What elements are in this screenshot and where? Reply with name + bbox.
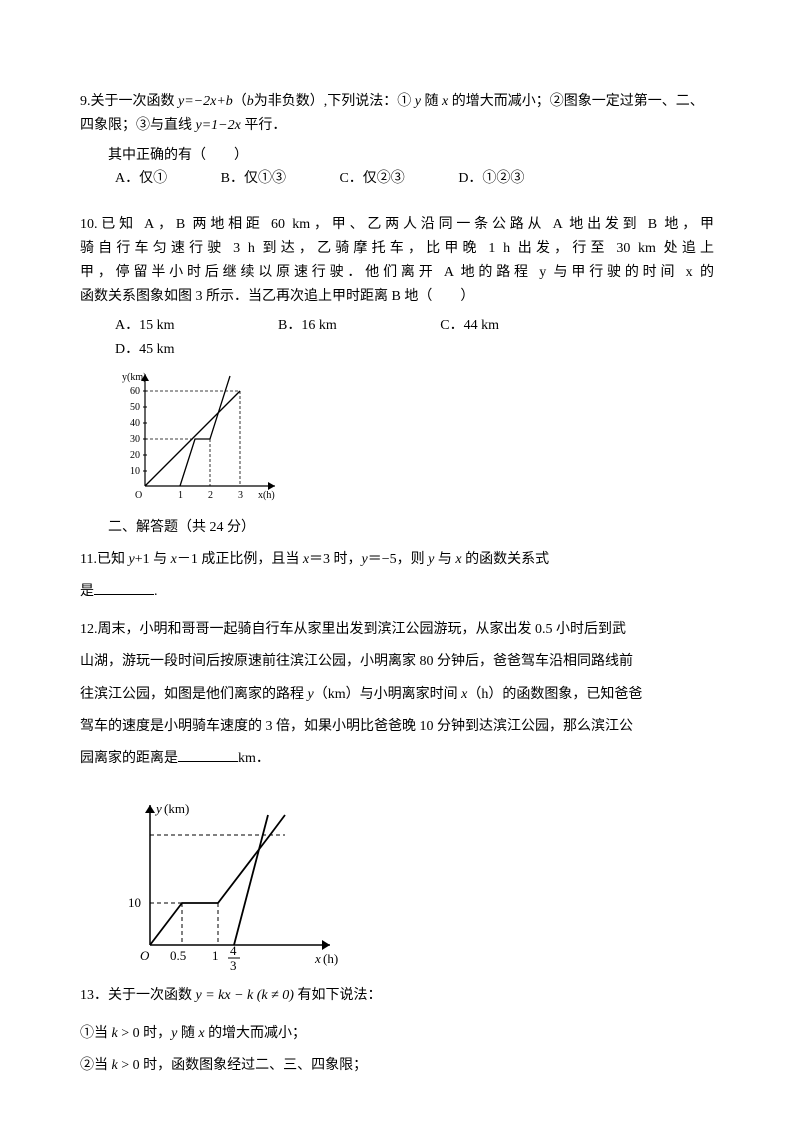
q11-l: 的函数关系式 — [462, 552, 550, 567]
svg-text:O: O — [135, 490, 142, 501]
q9-opt-d: D．①②③ — [458, 167, 524, 191]
q9-options: A．仅① B．仅①③ C．仅②③ D．①②③ — [80, 167, 714, 191]
q10-l3: 甲，停留半小时后继续以原速行驶．他们离开 A 地的路程 y 与甲行驶的时间 x … — [80, 261, 714, 285]
svg-text:30: 30 — [130, 434, 140, 445]
q11-h: ＝−5，则 — [368, 552, 428, 567]
q11-ta: 11.已知 — [80, 552, 128, 567]
q9-opt-b: B．仅①③ — [221, 167, 286, 191]
q9-opt-a: A．仅① — [115, 167, 167, 191]
question-10: 10.已知 A，B 两地相距 60 km，甲、乙两人沿同一条公路从 A 地出发到… — [80, 213, 714, 308]
q13-s2: ②当 k > 0 时，函数图象经过二、三、四象限； — [80, 1050, 714, 1082]
q13-eq: y = kx − k (k ≠ 0) — [196, 988, 294, 1003]
q10-opt-a: A．15 km — [115, 314, 175, 338]
q12-l4: 驾车的速度是小明骑车速度的 3 倍，如果小明比爸爸晚 10 分钟到达滨江公园，那… — [80, 711, 714, 743]
q11-blank — [94, 580, 154, 595]
question-11: 11.已知 y+1 与 x－1 成正比例，且当 x＝3 时，y＝−5，则 y 与… — [80, 544, 714, 608]
q12-l2: 山湖，游玩一段时间后按原速前往滨江公园，小明离家 80 分钟后，爸爸驾车沿相同路… — [80, 646, 714, 678]
svg-text:y: y — [154, 801, 162, 816]
svg-text:O: O — [140, 948, 150, 963]
q13-s1d: 的增大而减小； — [205, 1026, 307, 1041]
q10-l2: 骑自行车匀速行驶 3 h 到达，乙骑摩托车，比甲晚 1 h 出发，行至 30 k… — [80, 237, 714, 261]
q9-tc: 为非负数）,下列说法：① — [254, 94, 415, 109]
svg-text:1: 1 — [212, 948, 219, 963]
q13-s1b: > 0 时， — [118, 1026, 171, 1041]
q10-chart: y(km) 60 50 40 30 20 10 O 1 2 3 x(h) — [110, 366, 714, 506]
q10-opt-d: D．45 km — [115, 338, 175, 362]
q12-l5: 园离家的距离是 km． — [80, 743, 714, 775]
q10-opt-c: C．44 km — [440, 314, 499, 338]
q10-options: A．15 km B．16 km C．44 km D．45 km — [80, 314, 714, 362]
q12-l3: 往滨江公园，如图是他们离家的路程 y（km）与小明离家时间 x（h）的函数图象，… — [80, 679, 714, 711]
q9-b: b — [247, 94, 254, 109]
svg-text:x(h): x(h) — [258, 490, 275, 501]
question-9: 9.关于一次函数 y=−2x+b（b为非负数）,下列说法：① y 随 x 的增大… — [80, 90, 714, 138]
q9-eq1: y=−2x+b — [178, 94, 233, 109]
svg-text:10: 10 — [130, 466, 140, 477]
svg-text:10: 10 — [128, 895, 141, 910]
q12-l3c: （h）的函数图象，已知爸爸 — [467, 687, 642, 702]
svg-text:3: 3 — [238, 490, 243, 501]
q9-text: 9.关于一次函数 — [80, 94, 178, 109]
q9-opt-c: C．仅②③ — [339, 167, 404, 191]
svg-text:60: 60 — [130, 386, 140, 397]
q12-l5a: 园离家的距离是 — [80, 751, 178, 766]
q12-l3a: 往滨江公园，如图是他们离家的路程 — [80, 687, 308, 702]
svg-text:y(km): y(km) — [122, 372, 146, 383]
q11-tc: . — [154, 584, 158, 599]
q12-l1: 12.周末，小明和哥哥一起骑自行车从家里出发到滨江公园游玩，从家出发 0.5 小… — [80, 614, 714, 646]
svg-text:20: 20 — [130, 450, 140, 461]
q13-s1c: 随 — [177, 1026, 198, 1041]
svg-text:3: 3 — [230, 958, 237, 970]
question-13: 13．关于一次函数 y = kx − k (k ≠ 0) 有如下说法： — [80, 980, 714, 1012]
q11-d: －1 成正比例，且当 — [177, 552, 303, 567]
svg-text:40: 40 — [130, 418, 140, 429]
q12-l5b: km． — [238, 751, 270, 766]
svg-text:(km): (km) — [164, 801, 189, 816]
q13-s2b: > 0 时，函数图象经过二、三、四象限； — [118, 1058, 367, 1073]
q12-l3b: （km）与小明离家时间 — [314, 687, 461, 702]
q12-blank — [178, 747, 238, 762]
question-12: 12.周末，小明和哥哥一起骑自行车从家里出发到滨江公园游玩，从家出发 0.5 小… — [80, 614, 714, 775]
q10-opt-b: B．16 km — [278, 314, 337, 338]
q9-prompt: 其中正确的有（ ） — [80, 144, 714, 168]
q9-td: 随 — [421, 94, 442, 109]
q10-l1: 10.已知 A，B 两地相距 60 km，甲、乙两人沿同一条公路从 A 地出发到… — [80, 213, 714, 237]
section-2-title: 二、解答题（共 24 分） — [80, 516, 714, 540]
q9-tf: 平行． — [241, 118, 287, 133]
q13-tb: 有如下说法： — [294, 988, 382, 1003]
q13-ta: 13．关于一次函数 — [80, 988, 196, 1003]
q13-s2a: ②当 — [80, 1058, 112, 1073]
q9-eq2: y=1−2x — [196, 118, 241, 133]
q11-f: ＝3 时， — [309, 552, 362, 567]
q12-chart: y(km) x(h) 10 O 0.5 1 4 3 — [110, 795, 714, 970]
svg-text:(h): (h) — [323, 951, 338, 966]
svg-text:4: 4 — [230, 943, 237, 958]
svg-text:1: 1 — [178, 490, 183, 501]
svg-text:0.5: 0.5 — [170, 948, 186, 963]
q9-tb: （ — [233, 94, 247, 109]
q11-b: +1 与 — [135, 552, 171, 567]
svg-text:2: 2 — [208, 490, 213, 501]
svg-text:x: x — [314, 951, 321, 966]
q11-tb: 是 — [80, 584, 94, 599]
svg-text:50: 50 — [130, 402, 140, 413]
q13-s1: ①当 k > 0 时，y 随 x 的增大而减小； — [80, 1018, 714, 1050]
q10-l4: 函数关系图象如图 3 所示．当乙再次追上甲时距离 B 地（ ） — [80, 285, 714, 309]
q13-s1a: ①当 — [80, 1026, 112, 1041]
q11-j: 与 — [434, 552, 455, 567]
